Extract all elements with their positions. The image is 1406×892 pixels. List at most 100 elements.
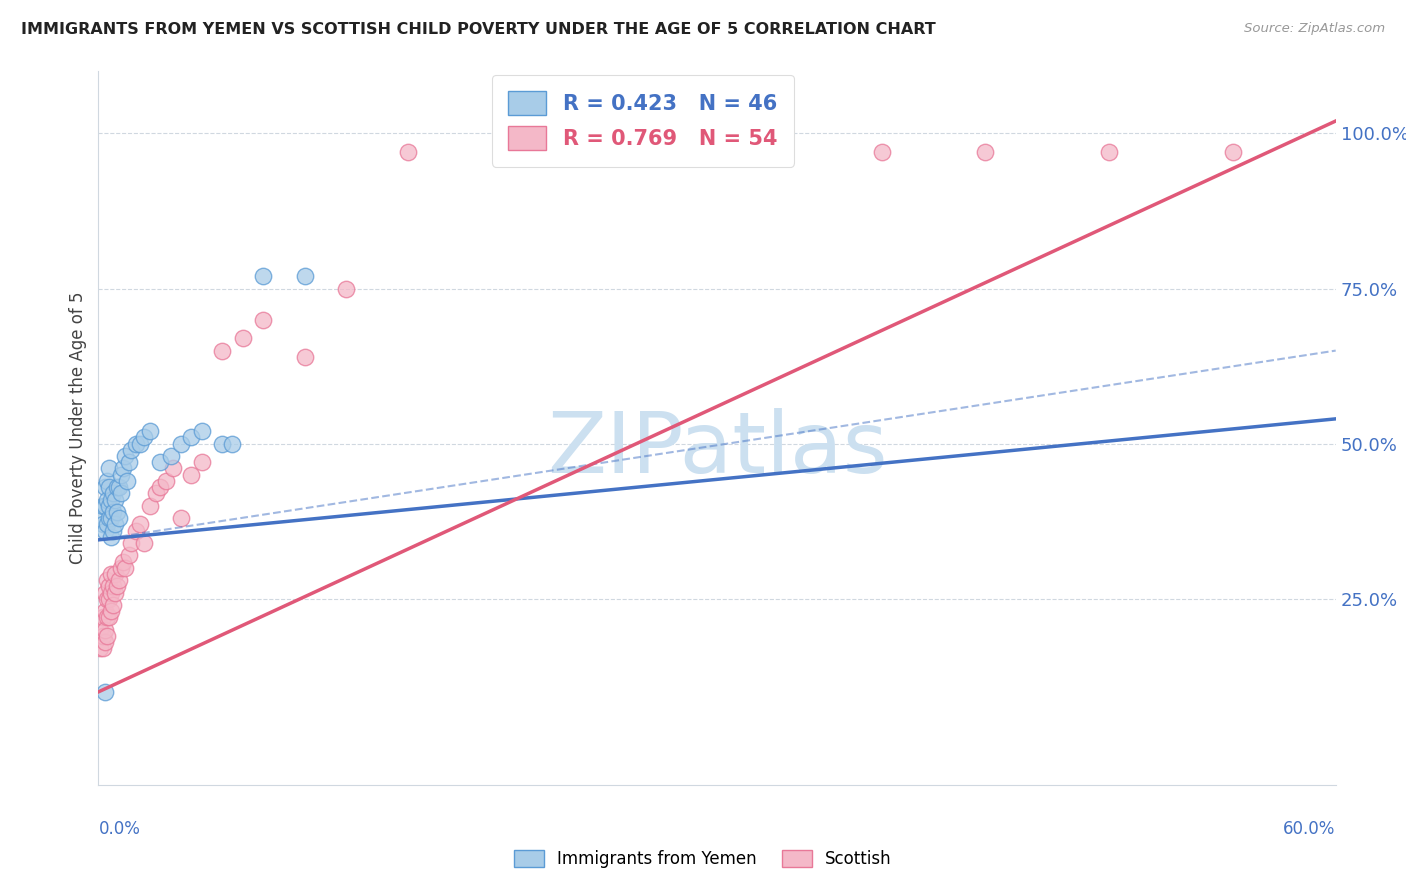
Point: [396, 145, 419, 159]
Point: [108, 480, 131, 494]
Point: [93, 685, 115, 699]
Point: [159, 449, 181, 463]
Point: [294, 269, 316, 284]
Point: [91, 517, 114, 532]
Point: [1098, 145, 1121, 159]
Point: [221, 436, 243, 450]
Point: [97, 579, 120, 593]
Point: [132, 430, 155, 444]
Y-axis label: Child Poverty Under the Age of 5: Child Poverty Under the Age of 5: [69, 292, 87, 565]
Point: [105, 505, 128, 519]
Point: [101, 486, 124, 500]
Point: [128, 436, 150, 450]
Text: 0.0%: 0.0%: [98, 820, 141, 838]
Point: [104, 585, 127, 599]
Point: [180, 430, 202, 444]
Point: [96, 629, 118, 643]
Point: [89, 641, 111, 656]
Point: [190, 424, 212, 438]
Point: [101, 598, 124, 612]
Point: [105, 480, 128, 494]
Point: [232, 331, 254, 345]
Point: [110, 467, 132, 482]
Point: [100, 585, 122, 599]
Point: [149, 455, 172, 469]
Point: [96, 474, 118, 488]
Point: [117, 474, 139, 488]
Point: [100, 492, 122, 507]
Text: Source: ZipAtlas.com: Source: ZipAtlas.com: [1244, 22, 1385, 36]
Point: [93, 524, 115, 538]
Point: [91, 629, 114, 643]
Point: [211, 436, 233, 450]
Point: [97, 591, 120, 606]
Point: [108, 573, 131, 587]
Point: [180, 467, 202, 482]
Point: [118, 455, 141, 469]
Point: [97, 480, 120, 494]
Point: [124, 524, 146, 538]
Point: [93, 623, 115, 637]
Point: [96, 591, 118, 606]
Point: [149, 480, 172, 494]
Point: [96, 517, 118, 532]
Point: [114, 561, 136, 575]
Point: [104, 566, 127, 581]
Point: [252, 312, 274, 326]
Point: [211, 343, 233, 358]
Point: [118, 549, 141, 563]
Point: [162, 461, 184, 475]
Point: [124, 436, 146, 450]
Point: [97, 610, 120, 624]
Point: [190, 455, 212, 469]
Point: [89, 511, 111, 525]
Point: [294, 350, 316, 364]
Point: [170, 511, 193, 525]
Point: [120, 536, 142, 550]
Point: [139, 424, 162, 438]
Point: [132, 536, 155, 550]
Point: [112, 461, 135, 475]
Point: [252, 269, 274, 284]
Point: [170, 436, 193, 450]
Point: [100, 530, 122, 544]
Point: [974, 145, 997, 159]
Point: [110, 486, 132, 500]
Point: [91, 499, 114, 513]
Legend: R = 0.423   N = 46, R = 0.769   N = 54: R = 0.423 N = 46, R = 0.769 N = 54: [492, 75, 794, 167]
Point: [104, 492, 127, 507]
Point: [100, 511, 122, 525]
Point: [870, 145, 893, 159]
Point: [97, 461, 120, 475]
Point: [93, 635, 115, 649]
Point: [91, 610, 114, 624]
Point: [100, 566, 122, 581]
Point: [96, 573, 118, 587]
Point: [93, 604, 115, 618]
Point: [96, 492, 118, 507]
Point: [89, 623, 111, 637]
Point: [155, 474, 177, 488]
Legend: Immigrants from Yemen, Scottish: Immigrants from Yemen, Scottish: [508, 843, 898, 875]
Point: [96, 610, 118, 624]
Point: [120, 442, 142, 457]
Point: [105, 579, 128, 593]
Text: IMMIGRANTS FROM YEMEN VS SCOTTISH CHILD POVERTY UNDER THE AGE OF 5 CORRELATION C: IMMIGRANTS FROM YEMEN VS SCOTTISH CHILD …: [21, 22, 936, 37]
Point: [101, 524, 124, 538]
Point: [110, 561, 132, 575]
Point: [97, 511, 120, 525]
Point: [128, 517, 150, 532]
Text: ZIPatlas: ZIPatlas: [547, 408, 887, 491]
Point: [335, 281, 357, 295]
Point: [108, 511, 131, 525]
Point: [97, 499, 120, 513]
Point: [93, 499, 115, 513]
Point: [93, 585, 115, 599]
Point: [104, 517, 127, 532]
Point: [101, 579, 124, 593]
Text: 60.0%: 60.0%: [1284, 820, 1336, 838]
Point: [139, 499, 162, 513]
Point: [145, 486, 167, 500]
Point: [100, 604, 122, 618]
Point: [499, 145, 522, 159]
